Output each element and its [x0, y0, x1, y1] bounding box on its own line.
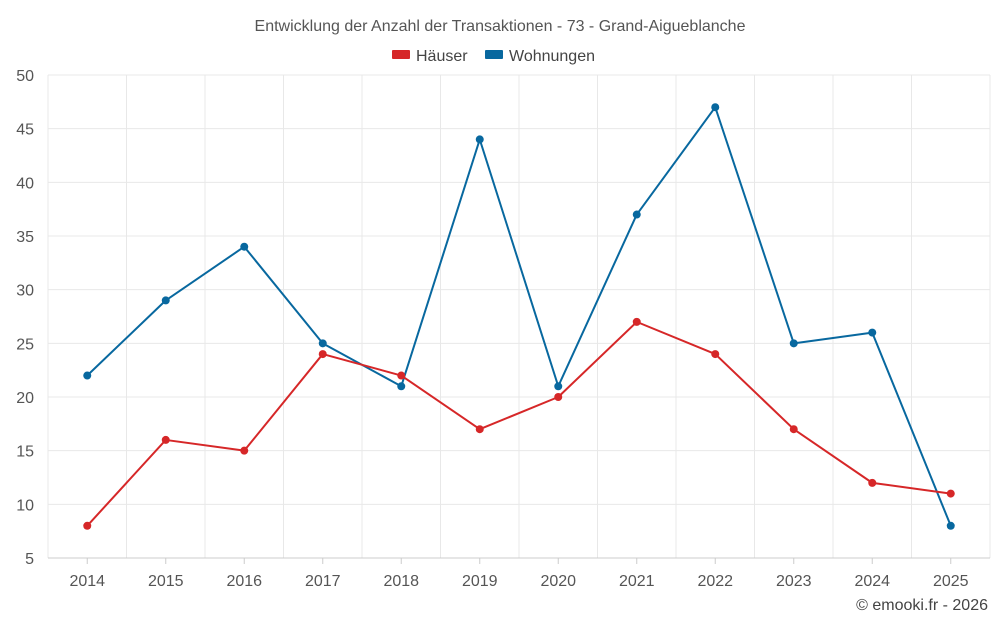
y-tick-label-5: 5	[25, 551, 34, 568]
x-tick-label-2021: 2021	[619, 573, 655, 590]
point-wohnungen-2018[interactable]	[397, 382, 406, 391]
point-wohnungen-2021[interactable]	[632, 210, 641, 219]
point-haeuser-2024[interactable]	[868, 478, 877, 487]
x-tick-label-2019: 2019	[462, 573, 498, 590]
y-tick-label-35: 35	[16, 229, 34, 246]
x-tick-label-2015: 2015	[148, 573, 184, 590]
x-tick-label-2017: 2017	[305, 573, 341, 590]
point-haeuser-2022[interactable]	[711, 350, 720, 359]
y-tick-label-10: 10	[16, 497, 34, 514]
point-wohnungen-2015[interactable]	[161, 296, 170, 305]
legend-swatch-haeuser[interactable]	[392, 50, 410, 59]
point-wohnungen-2014[interactable]	[83, 371, 92, 380]
y-tick-label-20: 20	[16, 390, 34, 407]
legend-label-haeuser[interactable]: Häuser	[416, 48, 468, 65]
credit-text: © emooki.fr - 2026	[856, 597, 988, 614]
y-tick-label-50: 50	[16, 68, 34, 85]
point-haeuser-2018[interactable]	[397, 371, 406, 380]
point-haeuser-2021[interactable]	[632, 317, 641, 326]
x-axis: 2014 2015 2016 2017 2018 2019 2020 2021 2022 2023…	[48, 557, 990, 590]
point-wohnungen-2017[interactable]	[318, 339, 327, 348]
point-haeuser-2025[interactable]	[946, 489, 955, 498]
y-axis: 5 10 15 20 25 30 35 40 45 50	[16, 68, 34, 568]
x-tick-label-2023: 2023	[776, 573, 812, 590]
point-haeuser-2015[interactable]	[161, 435, 170, 444]
point-haeuser-2016[interactable]	[240, 446, 249, 455]
point-wohnungen-2022[interactable]	[711, 103, 720, 112]
legend-swatch-wohnungen[interactable]	[485, 50, 503, 59]
point-haeuser-2020[interactable]	[554, 393, 563, 401]
point-wohnungen-2024[interactable]	[868, 328, 877, 337]
x-tick-label-2025: 2025	[933, 573, 969, 590]
x-tick-label-2018: 2018	[383, 573, 419, 590]
point-wohnungen-2025[interactable]	[946, 521, 955, 530]
grid	[47, 74, 991, 559]
series	[83, 103, 955, 530]
point-haeuser-2019[interactable]	[475, 425, 484, 434]
series-line-wohnungen	[86, 106, 952, 527]
y-tick-label-30: 30	[16, 283, 34, 300]
x-tick-label-2014: 2014	[69, 573, 105, 590]
y-tick-label-25: 25	[16, 336, 34, 353]
y-tick-label-15: 15	[16, 444, 34, 461]
chart-title: Entwicklung der Anzahl der Transaktionen…	[255, 18, 746, 35]
point-haeuser-2014[interactable]	[83, 521, 92, 530]
y-tick-label-40: 40	[16, 175, 34, 192]
y-tick-label-45: 45	[16, 122, 34, 139]
legend-label-wohnungen[interactable]: Wohnungen	[509, 48, 595, 65]
x-tick-label-2016: 2016	[226, 573, 262, 590]
series-haeuser	[83, 317, 955, 530]
x-tick-label-2022: 2022	[697, 573, 733, 590]
point-wohnungen-2016[interactable]	[240, 242, 249, 251]
series-wohnungen	[83, 103, 955, 530]
series-line-haeuser	[86, 320, 951, 527]
point-wohnungen-2019[interactable]	[475, 135, 484, 144]
point-wohnungen-2023[interactable]	[789, 339, 798, 348]
x-tick-label-2024: 2024	[854, 573, 890, 590]
point-wohnungen-2020[interactable]	[554, 382, 563, 391]
point-haeuser-2017[interactable]	[318, 350, 327, 359]
x-tick-label-2020: 2020	[540, 573, 576, 590]
legend: Häuser Wohnungen	[392, 48, 595, 65]
point-haeuser-2023[interactable]	[789, 425, 798, 434]
